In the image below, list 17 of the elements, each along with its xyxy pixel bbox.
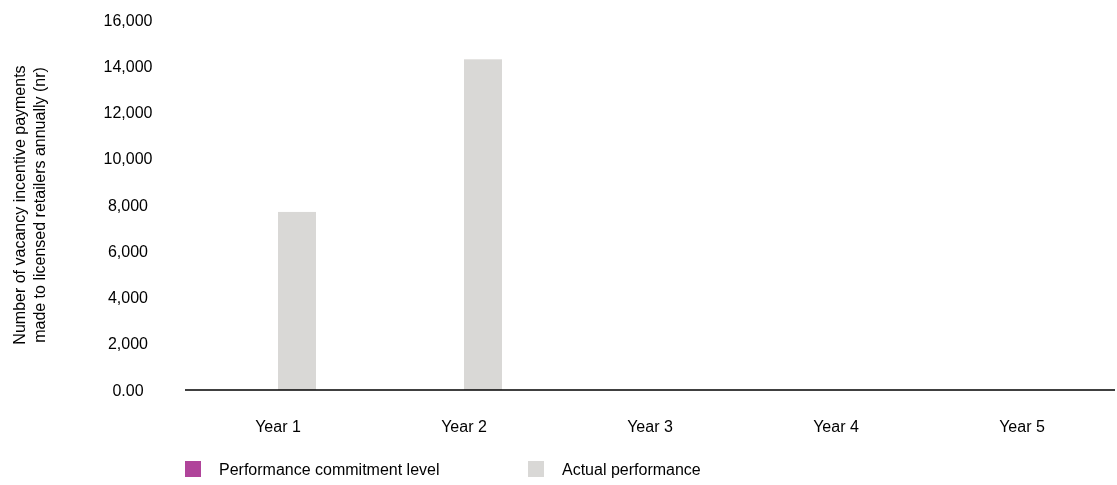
x-tick-label: Year 3 [627,418,673,435]
y-tick-label: 10,000 [103,150,153,168]
y-tick-label: 2,000 [107,335,149,353]
x-tick-label: Year 4 [813,418,859,435]
legend-label: Actual performance [562,461,701,478]
y-tick-label: 8,000 [107,196,149,214]
x-tick-label: Year 2 [441,418,487,435]
y-axis-title: Number of vacancy incentive payments made to licensed retailers annually (nr) [11,65,48,345]
y-tick-label: 6,000 [107,242,149,260]
y-tick-label: 4,000 [107,289,149,307]
y-tick-label: 14,000 [103,57,153,75]
x-tick-label: Year 1 [255,418,301,435]
y-tick-label: 16,000 [103,11,153,29]
y-tick-label: 12,000 [103,104,153,122]
legend-label: Performance commitment level [219,461,440,478]
y-tick-label: 0.00 [112,381,144,399]
x-tick-label: Year 5 [999,418,1045,435]
